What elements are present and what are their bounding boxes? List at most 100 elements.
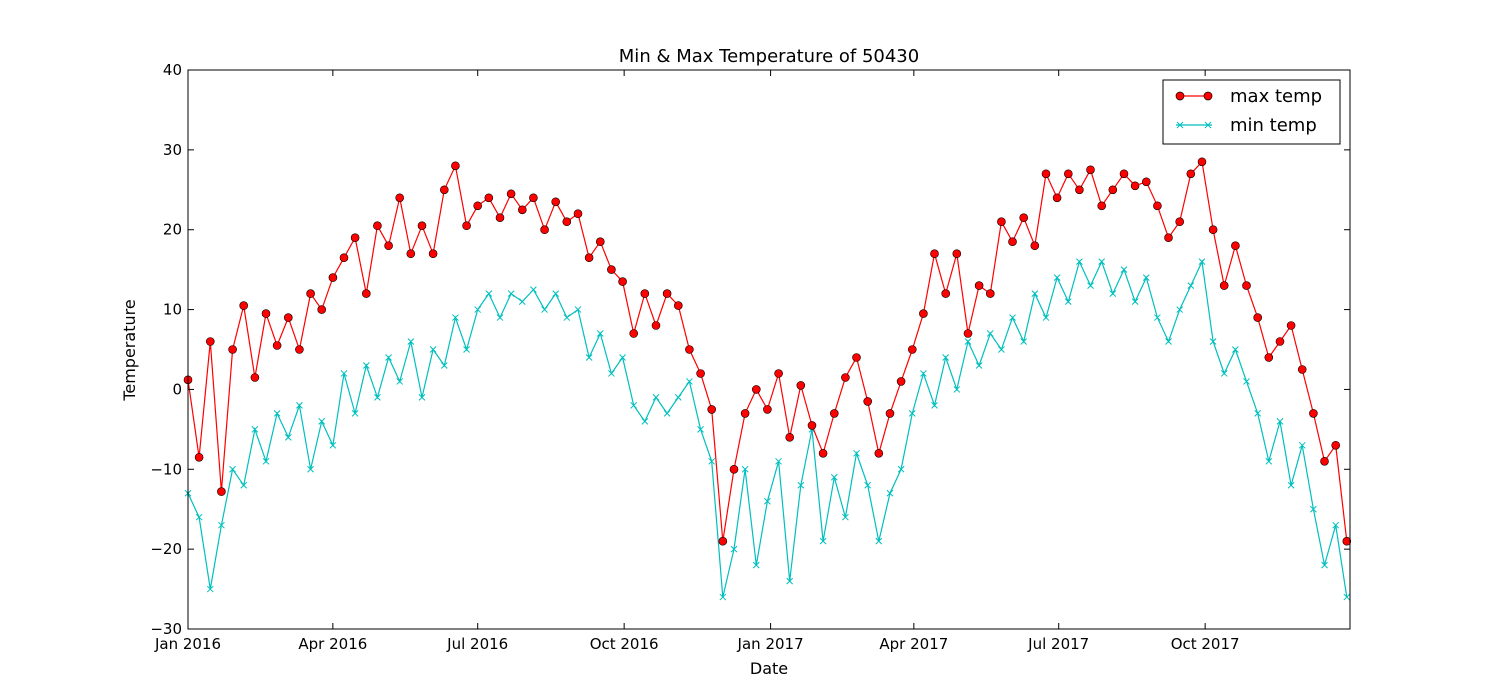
- min-temp-point: [819, 537, 827, 545]
- legend-box: [1162, 79, 1341, 145]
- max-temp-point: [1130, 181, 1140, 191]
- min-temp-point: [1332, 521, 1340, 529]
- legend-label-max: max temp: [1230, 86, 1322, 107]
- max-temp-point: [885, 409, 895, 418]
- max-temp-point: [1320, 456, 1329, 466]
- y-axis-label: Temperature: [120, 299, 139, 401]
- y-tick-label: −30: [150, 620, 182, 638]
- max-temp-point: [1175, 217, 1184, 226]
- min-temp-point: [1165, 338, 1172, 345]
- min-temp-point: [1254, 410, 1262, 417]
- min-temp-point: [518, 298, 526, 305]
- min-temp-point: [842, 513, 849, 521]
- min-temp-point: [1064, 298, 1072, 305]
- x-tick-label: Jul 2017: [1027, 635, 1089, 653]
- y-tick-label: 30: [163, 141, 182, 159]
- min-temp-point: [195, 513, 203, 521]
- max-temp-point: [562, 217, 572, 226]
- min-temp-point: [1176, 306, 1184, 313]
- max-temp-point: [673, 301, 683, 310]
- max-temp-point: [272, 341, 282, 350]
- min-temp-point: [1131, 298, 1139, 305]
- min-temp-point: [362, 362, 370, 369]
- min-temp-point: [574, 306, 582, 313]
- max-temp-point: [1208, 225, 1218, 234]
- min-temp-point: [418, 394, 426, 401]
- min-temp-point: [1020, 338, 1028, 345]
- max-temp-point: [1219, 281, 1229, 290]
- max-temp-point: [495, 213, 505, 222]
- max-temp-point: [473, 201, 483, 211]
- max-temp-point: [384, 241, 393, 250]
- x-tick-label: Apr 2016: [298, 635, 367, 653]
- min-temp-point: [975, 362, 983, 369]
- min-temp-point: [1265, 457, 1273, 465]
- min-temp-series-line: [187, 259, 1348, 598]
- min-temp-point: [463, 346, 470, 353]
- max-temp-point: [261, 309, 271, 318]
- min-temp-point: [1087, 282, 1094, 289]
- max-temp-point: [406, 249, 416, 258]
- max-temp-point: [640, 289, 650, 298]
- min-temp-point: [652, 394, 660, 401]
- min-temp-point: [229, 465, 236, 473]
- max-temp-point: [1142, 177, 1151, 187]
- min-temp-point: [541, 306, 548, 313]
- max-temp-point: [651, 321, 661, 330]
- max-temp-point: [484, 193, 494, 203]
- min-temp-point: [218, 521, 225, 529]
- max-temp-point: [595, 237, 605, 246]
- max-temp-point: [451, 161, 460, 171]
- x-axis: Jan 2016 Apr 2016 Jul 2016 Oct 2016 Jan 2017…: [154, 70, 1240, 653]
- min-temp-point: [708, 457, 716, 465]
- min-temp-point: [986, 330, 994, 337]
- max-temp-point: [283, 313, 293, 322]
- min-temp-point: [719, 593, 727, 601]
- max-temp-point: [607, 265, 616, 274]
- max-temp-point: [1030, 241, 1040, 250]
- y-tick-label: 10: [163, 301, 182, 319]
- max-temp-point: [796, 381, 806, 390]
- max-temp-point: [1164, 233, 1173, 242]
- plot-area: [183, 157, 1352, 601]
- legend-marker-max: [1203, 91, 1213, 101]
- x-tick-label: Jan 2016: [154, 635, 221, 653]
- max-temp-point: [1052, 193, 1062, 203]
- max-temp-point: [1342, 536, 1352, 546]
- max-temp-point: [751, 385, 761, 394]
- min-temp-point: [240, 481, 248, 489]
- max-temp-point: [1275, 337, 1285, 346]
- max-temp-point: [829, 409, 839, 418]
- max-temp-point: [1186, 169, 1196, 179]
- min-temp-point: [853, 449, 860, 457]
- min-temp-point: [830, 473, 838, 481]
- y-tick-label: −10: [150, 460, 182, 478]
- max-temp-point: [194, 452, 204, 462]
- x-tick-label: Jan 2017: [737, 635, 804, 653]
- max-temp-point: [540, 225, 549, 234]
- max-temp-point: [1197, 157, 1207, 167]
- min-temp-point: [641, 418, 649, 425]
- min-temp-point: [920, 370, 927, 377]
- min-temp-point: [407, 338, 415, 345]
- min-temp-point: [485, 290, 493, 297]
- max-temp-point: [1286, 321, 1296, 330]
- max-temp-point: [707, 405, 717, 414]
- max-temp-point: [1264, 353, 1274, 362]
- max-temp-point: [907, 345, 917, 354]
- max-temp-point: [963, 329, 973, 338]
- min-temp-point: [530, 286, 537, 293]
- max-temp-point: [985, 289, 995, 298]
- max-temp-point: [361, 289, 371, 298]
- min-temp-point: [429, 346, 437, 353]
- min-temp-point: [908, 410, 916, 417]
- max-temp-point: [573, 209, 583, 218]
- legend: max temp min temp: [1162, 79, 1341, 145]
- min-temp-point: [262, 457, 270, 465]
- max-temp-point: [295, 345, 304, 354]
- min-temp-point: [1154, 314, 1161, 321]
- max-temp-point: [763, 405, 772, 414]
- min-temp-point: [206, 585, 214, 593]
- legend-marker-min: [1176, 121, 1212, 129]
